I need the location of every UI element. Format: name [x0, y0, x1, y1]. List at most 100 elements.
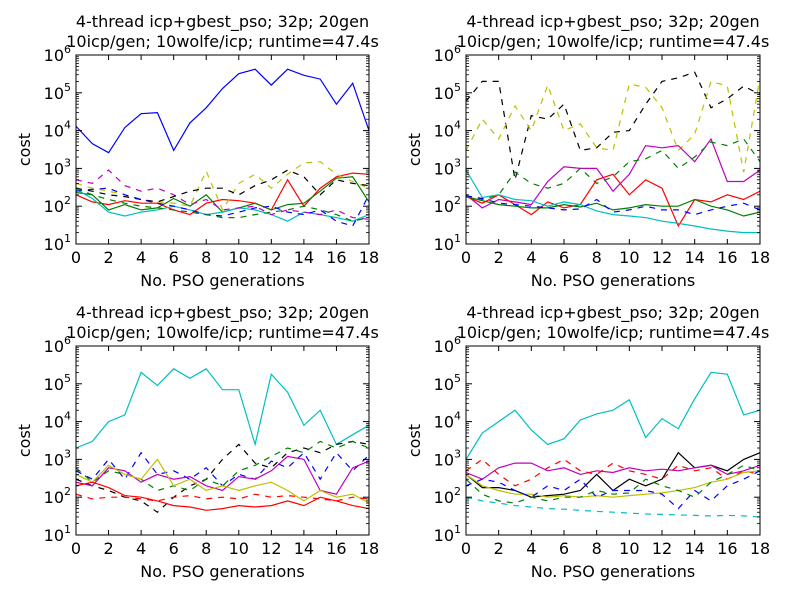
- x-tick-label: 0: [461, 539, 471, 558]
- series-group: [76, 68, 369, 227]
- x-tick-label: 14: [294, 539, 314, 558]
- series-line-8: [76, 493, 369, 502]
- chart-title-line-1: 4-thread icp+gbest_pso; 32p; 20gen: [466, 303, 759, 323]
- x-tick-label: 16: [717, 248, 737, 267]
- series-line-3: [466, 462, 760, 480]
- y-tick-label: 101: [44, 523, 71, 545]
- subplot-4: 0 2 4 6 8 10 12 14 16 18 101 102 103 104 105 1064-threa…: [405, 303, 770, 581]
- series-group: [76, 368, 369, 513]
- x-tick-label: 10: [619, 539, 639, 558]
- x-tick-label: 18: [750, 539, 770, 558]
- series-line-3: [76, 176, 369, 213]
- y-tick-label: 106: [434, 334, 461, 356]
- x-tick-label: 14: [684, 248, 704, 267]
- y-tick-label: 103: [44, 447, 71, 469]
- y-tick-label: 105: [434, 372, 461, 394]
- x-tick-label: 6: [169, 248, 179, 267]
- y-tick-label: 103: [434, 156, 461, 178]
- plot-frame: [75, 345, 370, 536]
- series-line-9: [76, 187, 369, 222]
- chart-title-line-2: 10icp/gen; 10wolfe/icp; runtime=47.4s: [457, 323, 770, 342]
- y-tick-label: 104: [434, 119, 461, 141]
- x-tick-label: 6: [559, 539, 569, 558]
- series-group: [466, 71, 760, 234]
- series-line-2: [76, 172, 369, 216]
- x-tick-label: 8: [592, 539, 602, 558]
- series-line-6: [466, 196, 760, 217]
- y-tick-label: 105: [44, 372, 71, 394]
- series-line-8: [466, 496, 760, 518]
- series-line-5: [466, 173, 760, 228]
- series-line-6: [466, 470, 760, 510]
- x-tick-label: 14: [684, 539, 704, 558]
- x-tick-label: 2: [103, 248, 113, 267]
- y-tick-label: 102: [434, 485, 461, 507]
- series-line-8: [466, 195, 760, 216]
- x-tick-label: 0: [71, 539, 81, 558]
- y-axis-label: cost: [405, 133, 424, 166]
- series-line-7: [76, 169, 369, 203]
- subplot-3: 0 2 4 6 8 10 12 14 16 18 101 102 103 104 105 1064-threa…: [15, 303, 379, 581]
- series-line-4: [466, 138, 760, 201]
- series-line-6: [76, 458, 369, 504]
- x-tick-label: 6: [559, 248, 569, 267]
- x-tick-label: 2: [494, 539, 504, 558]
- x-tick-label: 10: [229, 539, 249, 558]
- chart-title-line-2: 10icp/gen; 10wolfe/icp; runtime=47.4s: [66, 323, 379, 342]
- series-line-5: [76, 455, 369, 495]
- x-tick-label: 8: [201, 539, 211, 558]
- subplot-1: 0 2 4 6 8 10 12 14 16 18 101 102 103 104 105 1064-threa…: [15, 12, 379, 290]
- series-line-7: [466, 464, 760, 504]
- plot-frame: [75, 54, 370, 245]
- x-tick-label: 18: [750, 248, 770, 267]
- x-tick-label: 16: [326, 539, 346, 558]
- y-tick-label: 103: [434, 447, 461, 469]
- x-tick-label: 4: [526, 539, 536, 558]
- chart-title-line-2: 10icp/gen; 10wolfe/icp; runtime=47.4s: [457, 32, 770, 51]
- x-tick-label: 10: [619, 248, 639, 267]
- y-tick-label: 106: [434, 43, 461, 65]
- y-axis-label: cost: [405, 424, 424, 457]
- chart-title-line-1: 4-thread icp+gbest_pso; 32p; 20gen: [466, 12, 759, 32]
- series-line-3: [76, 440, 369, 513]
- x-tick-label: 18: [359, 539, 379, 558]
- x-tick-label: 8: [201, 248, 211, 267]
- y-tick-label: 101: [44, 232, 71, 254]
- series-line-7: [466, 169, 760, 234]
- x-tick-label: 12: [261, 248, 281, 267]
- y-tick-label: 103: [44, 156, 71, 178]
- x-tick-label: 4: [526, 248, 536, 267]
- x-tick-label: 0: [461, 248, 471, 267]
- x-axis-label: No. PSO generations: [531, 562, 695, 581]
- series-line-1: [466, 71, 760, 180]
- series-line-8: [76, 187, 369, 227]
- x-tick-label: 4: [136, 539, 146, 558]
- series-group: [466, 371, 760, 518]
- y-tick-label: 104: [44, 119, 71, 141]
- y-tick-label: 106: [44, 43, 71, 65]
- subplot-2: 0 2 4 6 8 10 12 14 16 18 101 102 103 104 105 1064-threa…: [405, 12, 770, 290]
- y-tick-label: 106: [44, 334, 71, 356]
- chart-title-line-1: 4-thread icp+gbest_pso; 32p; 20gen: [76, 12, 369, 32]
- x-tick-label: 12: [652, 248, 672, 267]
- x-axis-label: No. PSO generations: [140, 562, 304, 581]
- plot-frame: [465, 345, 761, 536]
- y-tick-label: 101: [434, 523, 461, 545]
- x-tick-label: 12: [261, 539, 281, 558]
- x-tick-label: 6: [169, 539, 179, 558]
- series-line-1: [466, 371, 760, 460]
- x-tick-label: 8: [592, 248, 602, 267]
- y-tick-label: 104: [44, 410, 71, 432]
- y-tick-label: 102: [44, 194, 71, 216]
- y-tick-label: 104: [434, 410, 461, 432]
- x-tick-label: 18: [359, 248, 379, 267]
- y-tick-label: 105: [44, 81, 71, 103]
- series-line-7: [76, 481, 369, 511]
- chart-title-line-2: 10icp/gen; 10wolfe/icp; runtime=47.4s: [66, 32, 379, 51]
- y-tick-label: 102: [44, 485, 71, 507]
- x-tick-label: 2: [494, 248, 504, 267]
- x-axis-label: No. PSO generations: [531, 271, 695, 290]
- y-tick-label: 101: [434, 232, 461, 254]
- x-tick-label: 4: [136, 248, 146, 267]
